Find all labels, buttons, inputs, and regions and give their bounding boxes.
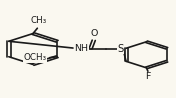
Text: CH₃: CH₃ (30, 16, 46, 25)
Text: OCH₃: OCH₃ (24, 53, 47, 62)
Text: NH: NH (74, 44, 88, 53)
Text: F: F (145, 72, 151, 81)
Text: S: S (117, 44, 124, 54)
Text: O: O (91, 29, 98, 38)
